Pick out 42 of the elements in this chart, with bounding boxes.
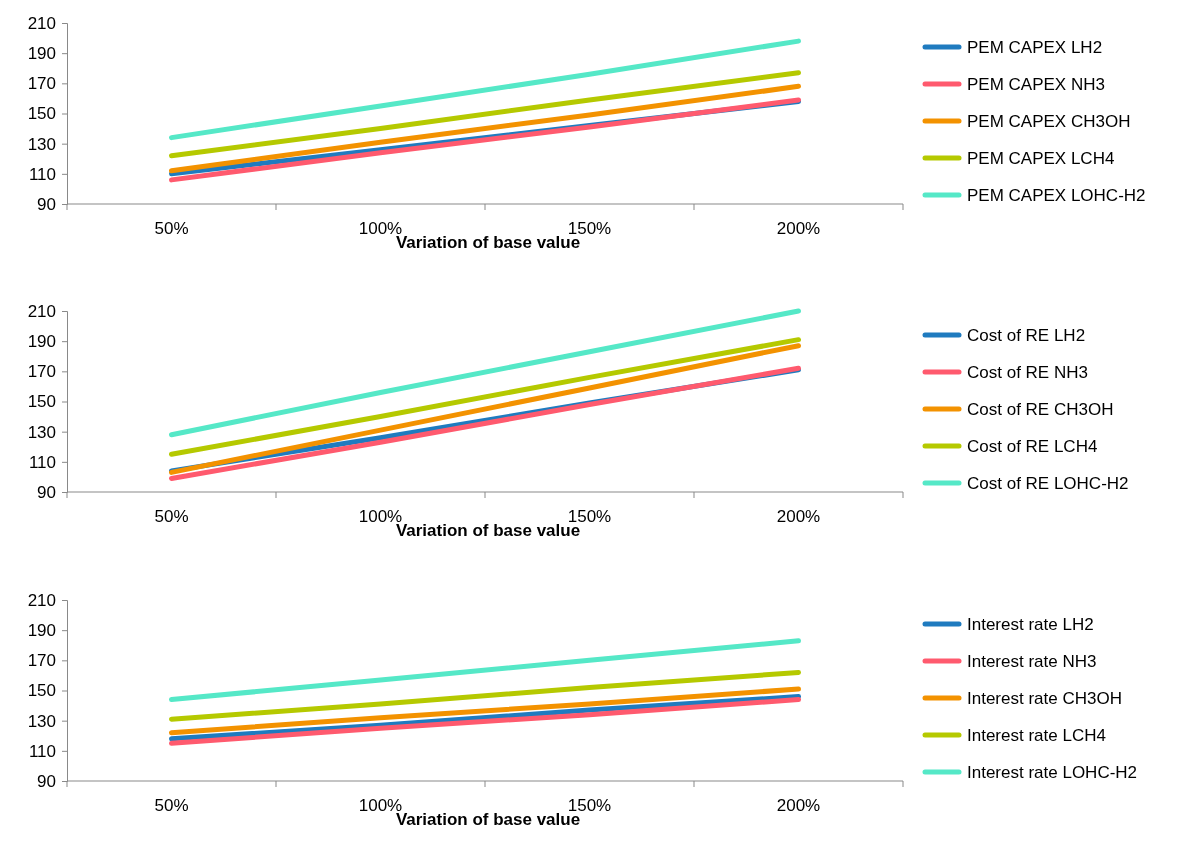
y-tick-label: 170 xyxy=(27,651,56,671)
y-tick-label: 170 xyxy=(27,74,56,94)
y-tick-label: 90 xyxy=(37,194,56,214)
legend-label: Cost of RE LOHC-H2 xyxy=(967,474,1129,493)
legend-label: Interest rate CH3OH xyxy=(967,689,1122,708)
y-tick-label: 150 xyxy=(27,681,56,701)
legend-label: Interest rate LOHC-H2 xyxy=(967,763,1138,782)
legend-label: Interest rate LCH4 xyxy=(967,726,1106,745)
y-tick-label: 190 xyxy=(27,44,56,64)
y-tick-label: 110 xyxy=(28,452,56,472)
legend-label: Interest rate LH2 xyxy=(967,615,1094,634)
legend-label: PEM CAPEX LOHC-H2 xyxy=(967,186,1146,205)
y-tick-label: 130 xyxy=(27,422,56,442)
y-tick-label: 170 xyxy=(27,362,56,382)
legend-label: PEM CAPEX LCH4 xyxy=(967,149,1115,168)
y-tick-label: 210 xyxy=(27,13,56,33)
legend-label: Cost of RE LH2 xyxy=(967,326,1086,345)
legend-label: PEM CAPEX CH3OH xyxy=(967,112,1131,131)
y-tick-label: 90 xyxy=(37,482,56,502)
y-tick-label: 110 xyxy=(28,741,56,761)
y-tick-label: 210 xyxy=(27,301,56,321)
x-tick-label: 50% xyxy=(154,796,189,815)
x-tick-label: 50% xyxy=(154,507,189,526)
y-tick-label: 150 xyxy=(27,392,56,412)
y-tick-label: 190 xyxy=(27,621,56,641)
y-tick-label: 150 xyxy=(27,104,56,124)
legend-label: Cost of RE NH3 xyxy=(967,363,1088,382)
y-tick-label: 130 xyxy=(27,134,56,154)
y-tick-label: 130 xyxy=(27,711,56,731)
legend-label: Cost of RE CH3OH xyxy=(967,400,1114,419)
legend-label: PEM CAPEX NH3 xyxy=(967,75,1105,94)
legend-label: Cost of RE LCH4 xyxy=(967,437,1098,456)
x-tick-label: 200% xyxy=(776,219,821,238)
x-tick-label: 200% xyxy=(776,796,821,815)
y-tick-label: 190 xyxy=(27,332,56,352)
x-tick-label: 200% xyxy=(776,507,821,526)
y-tick-label: 210 xyxy=(27,590,56,610)
legend-label: Interest rate NH3 xyxy=(967,652,1097,671)
legend-label: PEM CAPEX LH2 xyxy=(967,38,1103,57)
y-tick-label: 90 xyxy=(37,771,56,791)
x-tick-label: 50% xyxy=(154,219,189,238)
y-tick-label: 110 xyxy=(28,164,56,184)
